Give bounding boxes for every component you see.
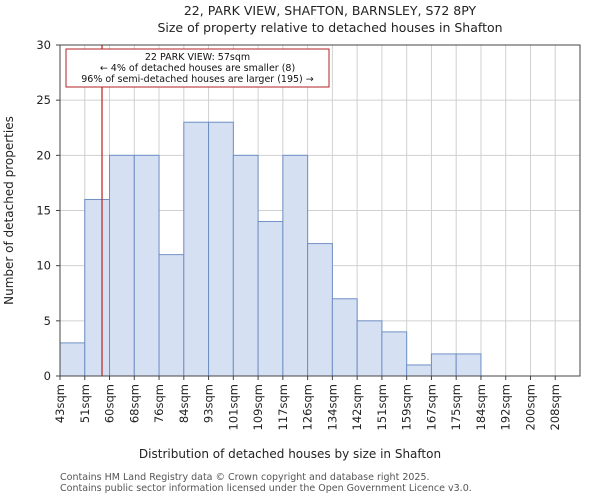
x-tick-label: 175sqm xyxy=(449,384,463,430)
x-axis-ticks: 43sqm 51sqm 60sqm 68sqm 76sqm 84sqm 93sqm 101sq… xyxy=(53,376,562,430)
y-tick-label: 10 xyxy=(36,259,51,273)
y-tick-label: 20 xyxy=(36,148,51,162)
y-axis-label: Number of detached properties xyxy=(2,116,16,305)
annotation-line-2: ← 4% of detached houses are smaller (8) xyxy=(100,63,295,74)
x-tick-label: 159sqm xyxy=(400,384,414,430)
x-tick-label: 43sqm xyxy=(53,384,67,423)
bar-51sqm xyxy=(84,198,111,377)
y-tick-label: 0 xyxy=(44,369,51,383)
bar-93sqm xyxy=(208,121,234,377)
bar-76sqm xyxy=(158,254,185,377)
annotation-frame xyxy=(65,48,330,88)
bar-167sqm xyxy=(430,353,457,377)
annotation-box: 22 PARK VIEW: 57sqm ← 4% of detached hou… xyxy=(65,48,330,88)
bar-159sqm xyxy=(406,364,432,377)
x-tick-label: 126sqm xyxy=(301,384,315,430)
annotation-line-1: 22 PARK VIEW: 57sqm xyxy=(145,52,250,63)
bar-101sqm xyxy=(232,154,259,377)
x-tick-label: 184sqm xyxy=(474,384,488,430)
bar-84sqm xyxy=(183,121,210,377)
y-axis-ticks: 0 5 10 15 20 25 30 xyxy=(36,38,60,383)
footer-line-1: Contains HM Land Registry data © Crown c… xyxy=(60,472,430,483)
chart-title: 22, PARK VIEW, SHAFTON, BARNSLEY, S72 8P… xyxy=(184,3,477,18)
x-tick-label: 84sqm xyxy=(177,384,191,423)
x-tick-label: 151sqm xyxy=(375,384,389,430)
x-axis-label: Distribution of detached houses by size … xyxy=(139,447,441,461)
bar-134sqm xyxy=(331,298,358,377)
bar-175sqm xyxy=(455,353,482,377)
annotation-line-3: 96% of semi-detached houses are larger (… xyxy=(81,74,314,85)
y-tick-label: 5 xyxy=(44,314,51,328)
bar-151sqm xyxy=(381,331,408,377)
x-tick-label: 101sqm xyxy=(226,384,240,430)
x-tick-label: 208sqm xyxy=(548,384,562,430)
x-tick-label: 167sqm xyxy=(424,384,438,430)
x-tick-label: 51sqm xyxy=(78,384,92,423)
bar-68sqm xyxy=(133,154,160,377)
bar-109sqm xyxy=(257,221,284,377)
bar-126sqm xyxy=(307,243,333,377)
bars xyxy=(59,121,482,377)
y-tick-label: 15 xyxy=(36,204,51,218)
bar-43sqm xyxy=(59,342,86,377)
x-tick-label: 200sqm xyxy=(523,384,537,430)
x-tick-label: 76sqm xyxy=(152,384,166,423)
x-tick-label: 109sqm xyxy=(251,384,265,430)
bar-142sqm xyxy=(356,320,383,377)
x-tick-label: 117sqm xyxy=(276,384,290,430)
x-tick-label: 60sqm xyxy=(103,384,117,423)
chart-subtitle: Size of property relative to detached ho… xyxy=(157,20,502,35)
x-tick-label: 68sqm xyxy=(127,384,141,423)
y-tick-label: 30 xyxy=(36,38,51,52)
footer-line-2: Contains public sector information licen… xyxy=(60,483,472,494)
y-tick-label: 25 xyxy=(36,93,51,107)
x-tick-label: 93sqm xyxy=(202,384,216,423)
bar-117sqm xyxy=(282,154,309,377)
x-tick-label: 134sqm xyxy=(325,384,339,430)
x-tick-label: 192sqm xyxy=(499,384,513,430)
bar-60sqm xyxy=(109,154,135,377)
x-tick-label: 142sqm xyxy=(350,384,364,430)
